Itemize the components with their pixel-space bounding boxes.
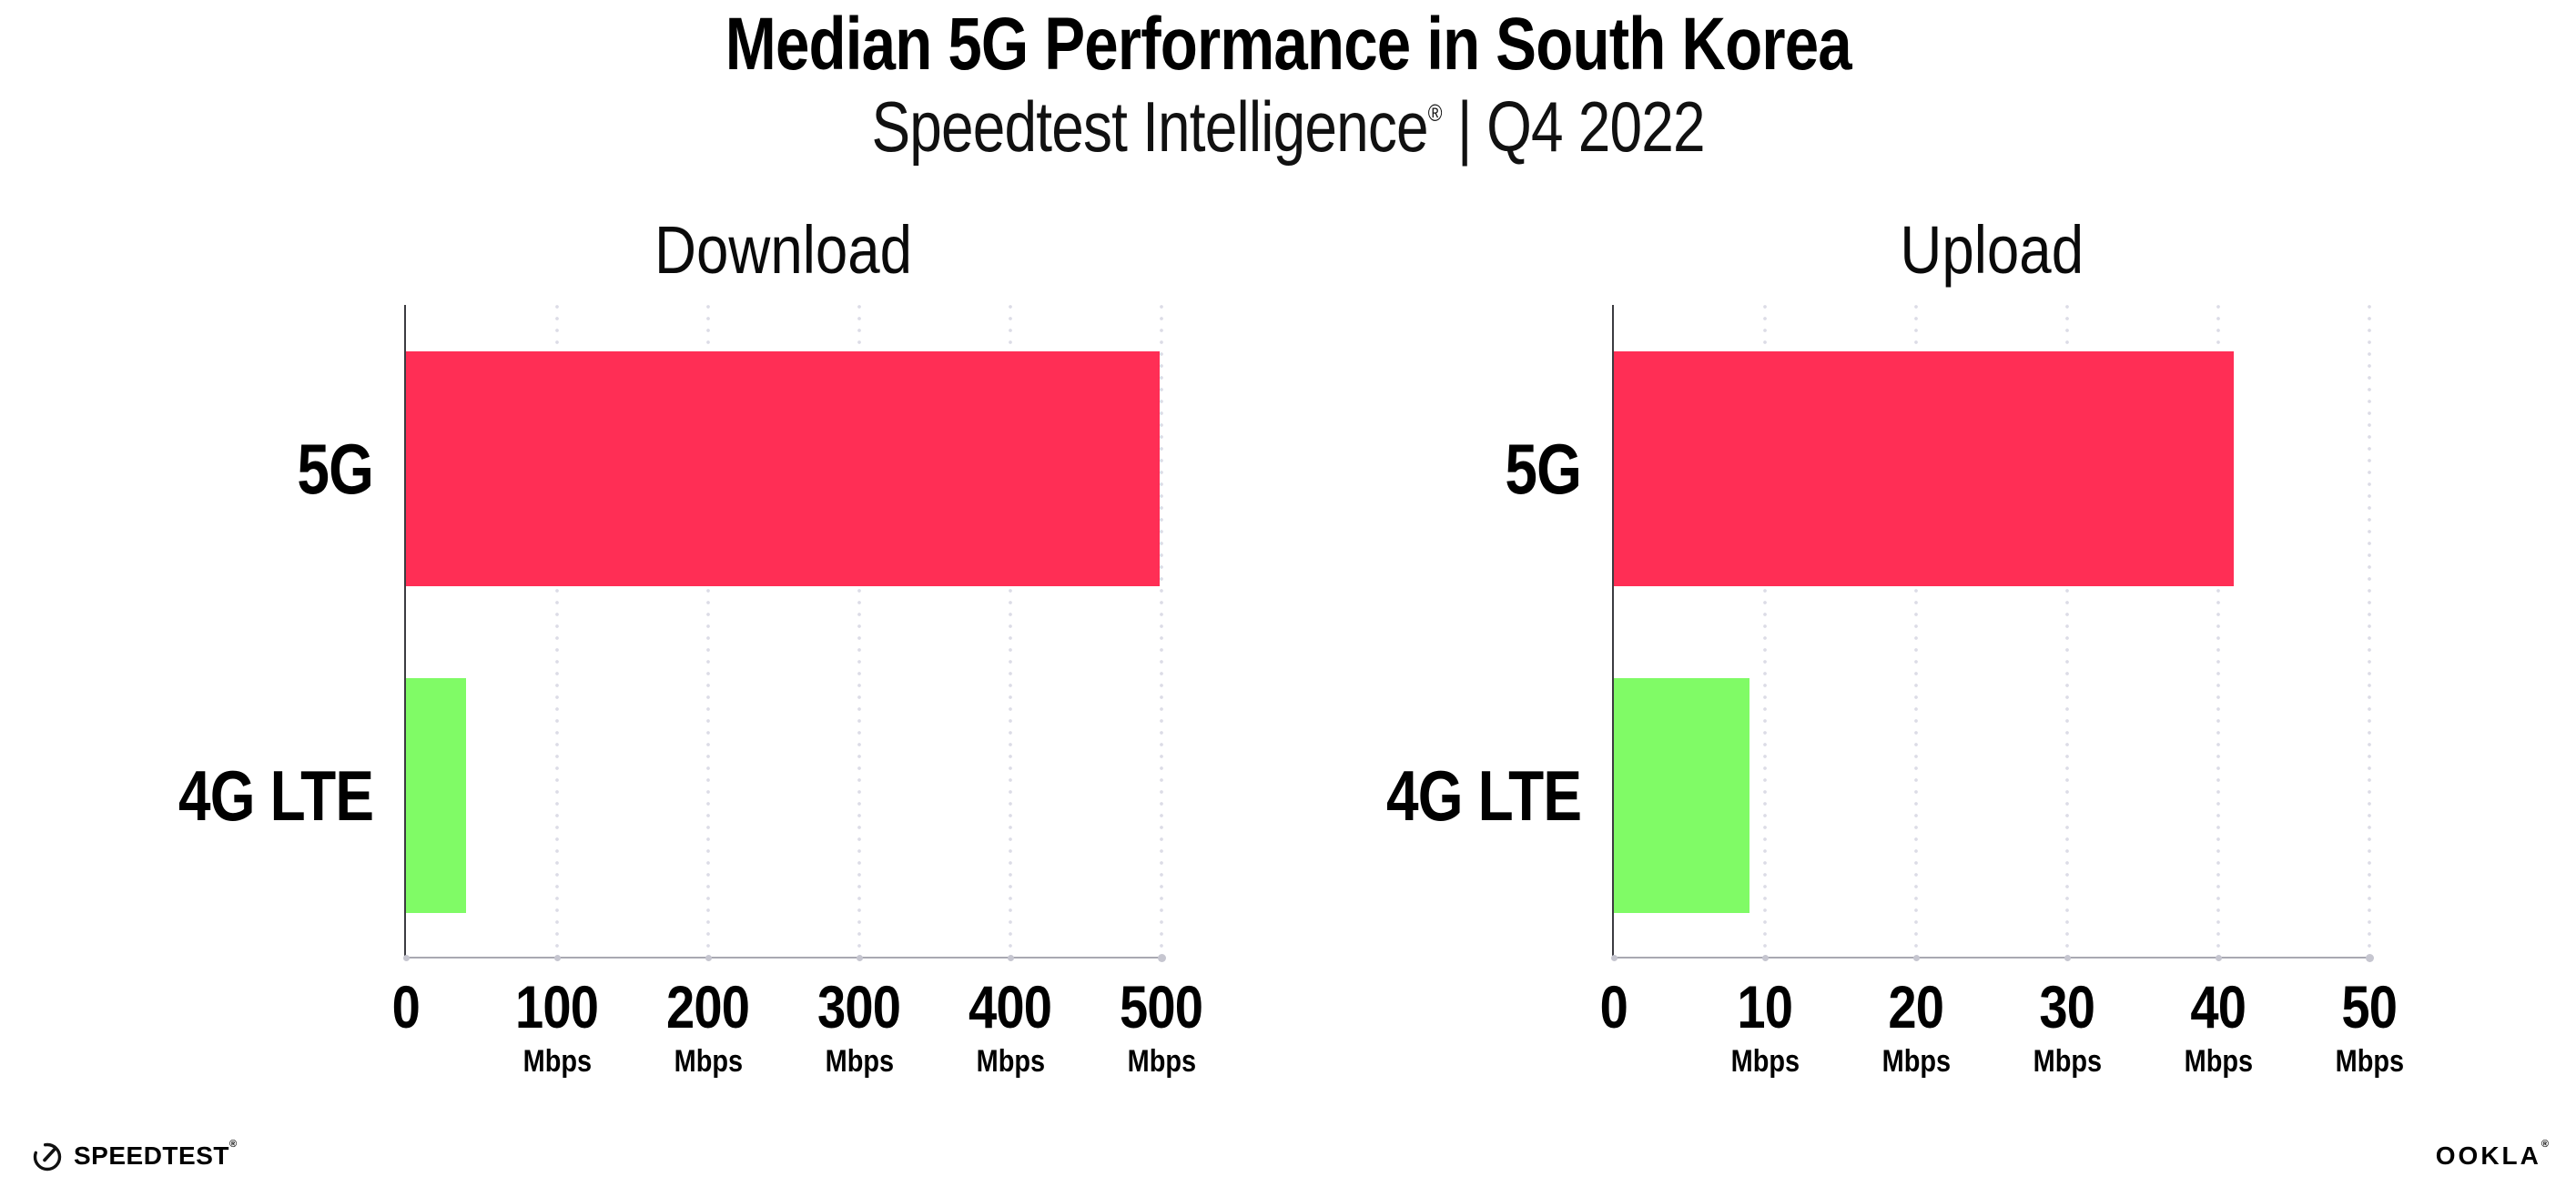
- axis-tick-dot: [1157, 953, 1166, 962]
- x-tick-value: 200: [666, 973, 750, 1040]
- x-tick-label: 200 Mbps: [590, 977, 827, 1077]
- axis-tick-dot: [705, 954, 712, 961]
- x-tick-label: 30 Mbps: [1949, 977, 2186, 1077]
- x-tick-value: 0: [1599, 973, 1628, 1040]
- axis-tick-dot: [856, 954, 863, 961]
- y-axis-line: [404, 305, 406, 960]
- registered-mark: ®: [1427, 99, 1443, 127]
- subtitle-separator: |: [1456, 86, 1473, 167]
- axis-tick-dot: [2365, 953, 2374, 962]
- speedtest-logo: SPEEDTEST®: [31, 1138, 238, 1172]
- x-tick-label: 300 Mbps: [741, 977, 978, 1077]
- x-tick-label: 500 Mbps: [1043, 977, 1280, 1077]
- x-tick-value: 40: [2190, 973, 2247, 1040]
- x-tick-unit: Mbps: [2184, 1044, 2253, 1079]
- x-tick-unit: Mbps: [2335, 1044, 2404, 1079]
- x-tick-value: 300: [817, 973, 901, 1040]
- x-tick-value: 500: [1120, 973, 1203, 1040]
- bar-4g-lte: [1614, 678, 1750, 913]
- axis-tick-dot: [553, 954, 561, 961]
- x-tick-unit: Mbps: [674, 1044, 743, 1079]
- bar-4g-lte: [406, 678, 467, 913]
- x-tick-unit: Mbps: [1881, 1044, 1951, 1079]
- upload-chart-title: Upload: [1900, 212, 2084, 288]
- gridline: [2065, 305, 2069, 959]
- gridline: [857, 305, 861, 959]
- gridline: [706, 305, 710, 959]
- category-label-5g: 5G: [0, 351, 374, 586]
- page-subtitle: Speedtest Intelligence® | Q4 2022: [0, 91, 2576, 162]
- upload-plot-area: 0 10 Mbps 20 Mbps 30 Mbps 40 Mbps 50 Mbps 5G 4G LTE: [1386, 305, 2404, 1077]
- speedtest-registered-mark: ®: [228, 1138, 238, 1150]
- gridline: [2368, 305, 2371, 959]
- x-tick-label: 0: [288, 977, 524, 1037]
- category-label-text: 5G: [297, 429, 374, 509]
- bar-5g: [406, 351, 1161, 586]
- x-tick-value: 30: [2039, 973, 2096, 1040]
- axis-tick-dot: [402, 954, 410, 961]
- x-tick-label: 50 Mbps: [2251, 977, 2488, 1077]
- x-tick-value: 10: [1737, 973, 1794, 1040]
- x-tick-unit: Mbps: [976, 1044, 1045, 1079]
- download-plot-area: 0 100 Mbps 200 Mbps 300 Mbps 400 Mbps 500 Mbps 5G 4G…: [178, 305, 1203, 1077]
- x-tick-label: 100 Mbps: [439, 977, 675, 1077]
- x-axis-line: [406, 957, 1161, 959]
- category-label-text: 4G LTE: [1385, 756, 1582, 836]
- subtitle-brand: Speedtest Intelligence: [871, 86, 1428, 167]
- axis-tick-dot: [2064, 954, 2071, 961]
- page-title: Median 5G Performance in South Korea: [725, 3, 1851, 86]
- x-tick-value: 20: [1888, 973, 1945, 1040]
- category-label-text: 5G: [1505, 429, 1582, 509]
- x-tick-unit: Mbps: [1730, 1044, 1800, 1079]
- category-label-text: 4G LTE: [177, 756, 374, 836]
- category-label-4g-lte: 4G LTE: [1199, 678, 1582, 913]
- x-tick-value: 0: [391, 973, 421, 1040]
- y-axis-line: [1612, 305, 1614, 960]
- x-tick-label: 0: [1496, 977, 1732, 1037]
- download-chart-title: Download: [654, 212, 913, 288]
- axis-tick-dot: [1761, 954, 1769, 961]
- category-label-4g-lte: 4G LTE: [0, 678, 374, 913]
- x-tick-unit: Mbps: [825, 1044, 894, 1079]
- ookla-logo: OOKLA®: [2435, 1139, 2549, 1170]
- bar-5g: [1614, 351, 2234, 586]
- axis-tick-dot: [1912, 954, 1920, 961]
- gridline: [1160, 305, 1163, 959]
- axis-tick-dot: [2215, 954, 2222, 961]
- category-label-5g: 5G: [1199, 351, 1582, 586]
- x-tick-label: 400 Mbps: [892, 977, 1129, 1077]
- gridline: [1914, 305, 1918, 959]
- ookla-registered-mark: ®: [2541, 1138, 2549, 1150]
- x-tick-value: 100: [515, 973, 599, 1040]
- subtitle-period: Q4 2022: [1486, 86, 1705, 167]
- axis-tick-dot: [1610, 954, 1618, 961]
- gridline: [1009, 305, 1012, 959]
- x-axis-line: [1614, 957, 2369, 959]
- x-tick-label: 40 Mbps: [2100, 977, 2337, 1077]
- speedtest-wordmark: SPEEDTEST®: [74, 1138, 238, 1170]
- x-tick-label: 10 Mbps: [1647, 977, 1883, 1077]
- x-tick-label: 20 Mbps: [1798, 977, 2034, 1077]
- x-tick-unit: Mbps: [2033, 1044, 2102, 1079]
- gridline: [555, 305, 559, 959]
- gridline: [1763, 305, 1767, 959]
- x-tick-unit: Mbps: [1127, 1044, 1196, 1079]
- axis-tick-dot: [1007, 954, 1014, 961]
- speedtest-gauge-icon: [33, 1142, 62, 1172]
- x-tick-unit: Mbps: [522, 1044, 592, 1079]
- x-tick-value: 50: [2341, 973, 2399, 1040]
- gridline: [2216, 305, 2220, 959]
- x-tick-value: 400: [969, 973, 1052, 1040]
- ookla-wordmark: OOKLA: [2435, 1141, 2541, 1170]
